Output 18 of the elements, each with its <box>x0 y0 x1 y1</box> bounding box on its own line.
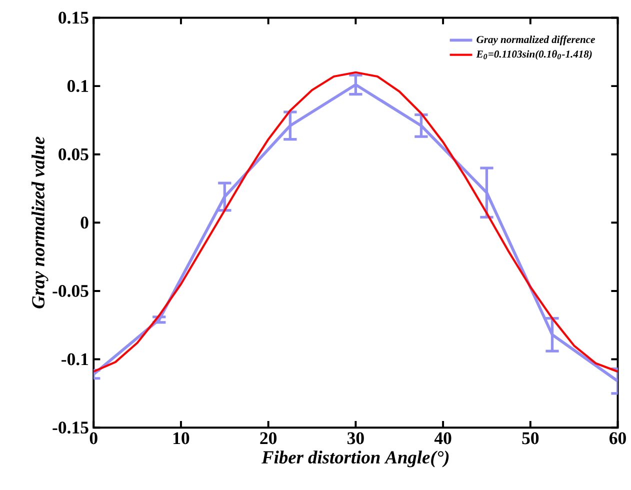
x-axis-title: Fiber distortion Angle(°) <box>262 450 449 468</box>
x-tick-label: 20 <box>260 432 277 444</box>
y-tick-label: -0.05 <box>52 285 88 298</box>
x-tick-label: 10 <box>174 432 190 444</box>
legend-label: Gray normalized difference <box>476 36 595 46</box>
x-tick-label: 60 <box>609 432 626 444</box>
y-tick-label: 0.05 <box>58 148 88 161</box>
x-tick-label: 30 <box>347 432 364 444</box>
x-tick-label: 40 <box>434 432 452 444</box>
y-tick-label: 0.1 <box>67 80 88 92</box>
y-tick-label: -0.1 <box>62 353 88 366</box>
legend-label: E$_{0}$=0.1103sin(0.1θ$_{0}$-1.418) <box>476 50 592 60</box>
x-tick-label: 0 <box>90 432 98 444</box>
y-axis-title: Gray normalized value <box>32 136 48 309</box>
y-tick-label: -0.15 <box>52 422 88 434</box>
y-tick-label: 0 <box>80 216 88 229</box>
y-tick-label: 0.15 <box>58 12 88 24</box>
x-tick-label: 50 <box>522 432 539 444</box>
